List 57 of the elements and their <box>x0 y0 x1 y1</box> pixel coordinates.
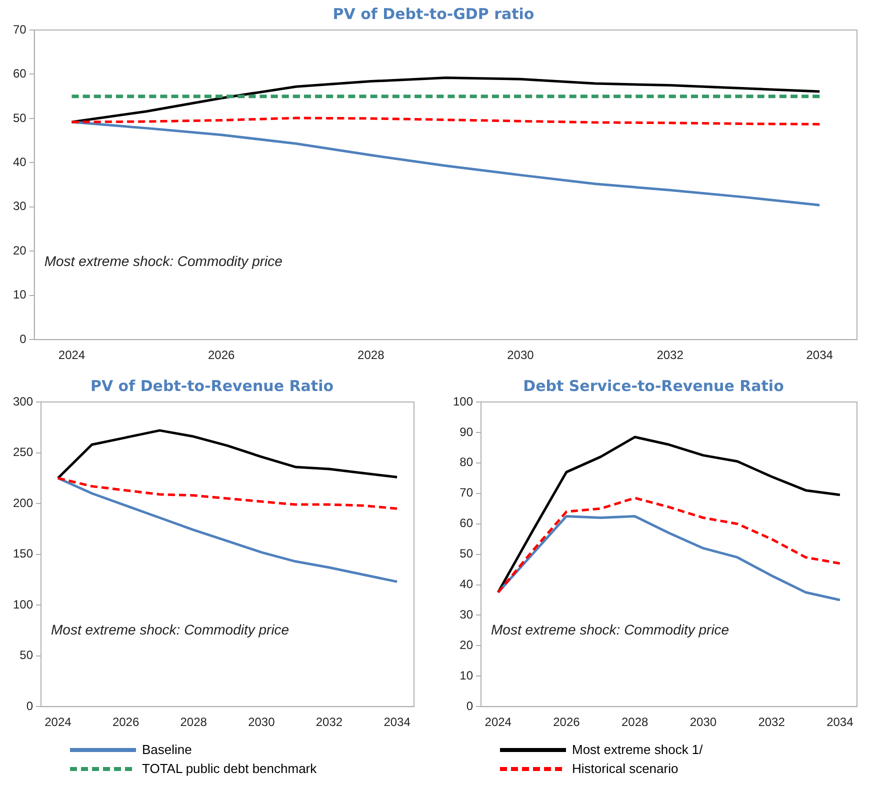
chart-title: Debt Service-to-Revenue Ratio <box>523 376 784 395</box>
y-tick-label: 60 <box>12 66 27 81</box>
line-series <box>70 116 821 126</box>
x-tick-label: 2030 <box>690 715 717 730</box>
y-tick-label: 70 <box>460 486 474 500</box>
x-tick-label: 2026 <box>553 715 580 730</box>
x-tick-label: 2028 <box>358 348 385 362</box>
y-tick-label: 0 <box>466 698 474 713</box>
chart-title: PV of Debt-to-GDP ratio <box>332 4 534 23</box>
y-tick-label: 50 <box>12 110 27 125</box>
x-tick-label: 2028 <box>180 715 208 730</box>
y-tick-label: 30 <box>12 199 27 214</box>
legend-label: Historical scenario <box>572 761 678 776</box>
y-tick-label: 300 <box>12 394 34 408</box>
y-tick-label: 100 <box>12 597 34 612</box>
y-tick-label: 30 <box>460 608 474 622</box>
y-tick-label: 150 <box>12 546 34 561</box>
annotation: Most extreme shock: Commodity price <box>51 621 290 638</box>
legend-label: Baseline <box>142 742 192 757</box>
x-tick-label: 2024 <box>44 715 72 730</box>
y-tick-label: 90 <box>460 424 474 439</box>
y-tick-label: 50 <box>20 648 34 662</box>
x-tick-label: 2034 <box>384 715 411 730</box>
y-tick-label: 10 <box>460 668 474 682</box>
y-tick-label: 80 <box>460 455 474 470</box>
annotation: Most extreme shock: Commodity price <box>491 621 730 638</box>
y-tick-label: 0 <box>20 332 27 346</box>
x-tick-label: 2032 <box>656 348 684 362</box>
y-tick-label: 0 <box>26 698 34 713</box>
y-tick-label: 40 <box>460 577 474 592</box>
legend-label: TOTAL public debt benchmark <box>142 761 317 776</box>
line-series <box>56 476 398 510</box>
x-tick-label: 2026 <box>112 715 140 730</box>
legend-label: Most extreme shock 1/ <box>572 742 703 757</box>
y-tick-label: 20 <box>12 243 27 258</box>
x-tick-label: 2028 <box>621 715 648 730</box>
y-tick-label: 50 <box>460 546 474 561</box>
x-tick-label: 2032 <box>316 715 343 730</box>
x-tick-label: 2034 <box>806 348 834 362</box>
line-series <box>496 496 842 594</box>
x-tick-label: 2030 <box>248 715 276 730</box>
y-tick-label: 10 <box>12 288 27 302</box>
x-tick-label: 2024 <box>58 348 86 362</box>
x-tick-label: 2030 <box>507 348 534 362</box>
y-tick-label: 40 <box>12 155 27 169</box>
x-tick-label: 2026 <box>208 348 235 362</box>
annotation: Most extreme shock: Commodity price <box>44 253 283 270</box>
x-tick-label: 2024 <box>484 715 512 730</box>
y-tick-label: 250 <box>12 445 34 460</box>
x-tick-label: 2034 <box>826 715 854 730</box>
y-tick-label: 100 <box>452 394 474 408</box>
y-tick-label: 60 <box>460 516 474 530</box>
y-tick-label: 200 <box>12 496 34 510</box>
chart-title: PV of Debt-to-Revenue Ratio <box>90 376 334 395</box>
x-tick-label: 2032 <box>758 715 786 730</box>
y-tick-label: 20 <box>460 638 474 652</box>
y-tick-label: 70 <box>12 22 27 36</box>
